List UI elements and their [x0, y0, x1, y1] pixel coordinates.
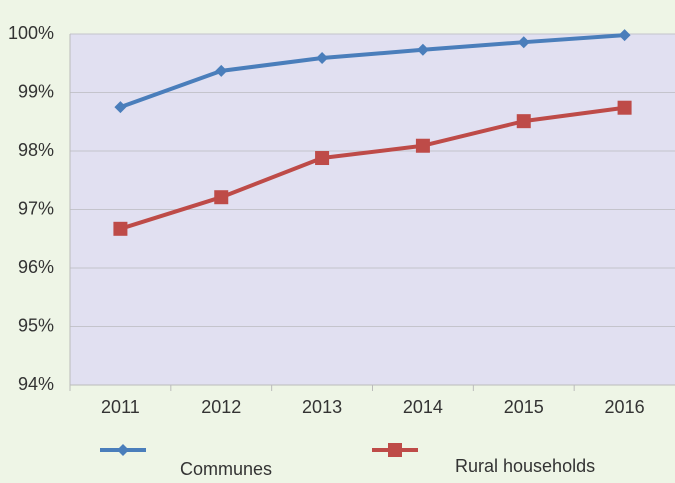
marker — [215, 64, 228, 77]
x-tick-label: 2015 — [504, 397, 544, 417]
legend-marker — [388, 443, 402, 457]
marker — [516, 114, 531, 129]
y-tick-label: 96% — [18, 257, 54, 277]
x-tick-label: 2014 — [403, 397, 443, 417]
marker — [415, 138, 430, 153]
marker — [617, 100, 632, 115]
y-tick-label: 100% — [8, 23, 54, 43]
series-line — [119, 33, 625, 110]
y-tick-label: 99% — [18, 81, 54, 101]
marker — [517, 36, 530, 49]
marker — [114, 101, 127, 114]
marker — [416, 43, 429, 56]
x-tick-label: 2011 — [101, 397, 140, 417]
y-tick-label: 98% — [18, 140, 54, 160]
marker — [214, 190, 229, 205]
legend-label: Communes — [180, 459, 272, 479]
legend-marker — [117, 444, 129, 456]
y-tick-label: 97% — [18, 198, 54, 218]
y-tick-label: 95% — [18, 315, 54, 335]
marker — [316, 51, 329, 64]
x-tick-label: 2012 — [201, 397, 241, 417]
marker — [618, 29, 631, 42]
legend-label: Rural households — [455, 456, 595, 476]
marker — [315, 151, 330, 166]
series-line — [119, 105, 625, 231]
x-tick-label: 2013 — [302, 397, 342, 417]
marker — [113, 221, 128, 236]
x-tick-label: 2016 — [605, 397, 645, 417]
y-tick-label: 94% — [18, 374, 54, 394]
